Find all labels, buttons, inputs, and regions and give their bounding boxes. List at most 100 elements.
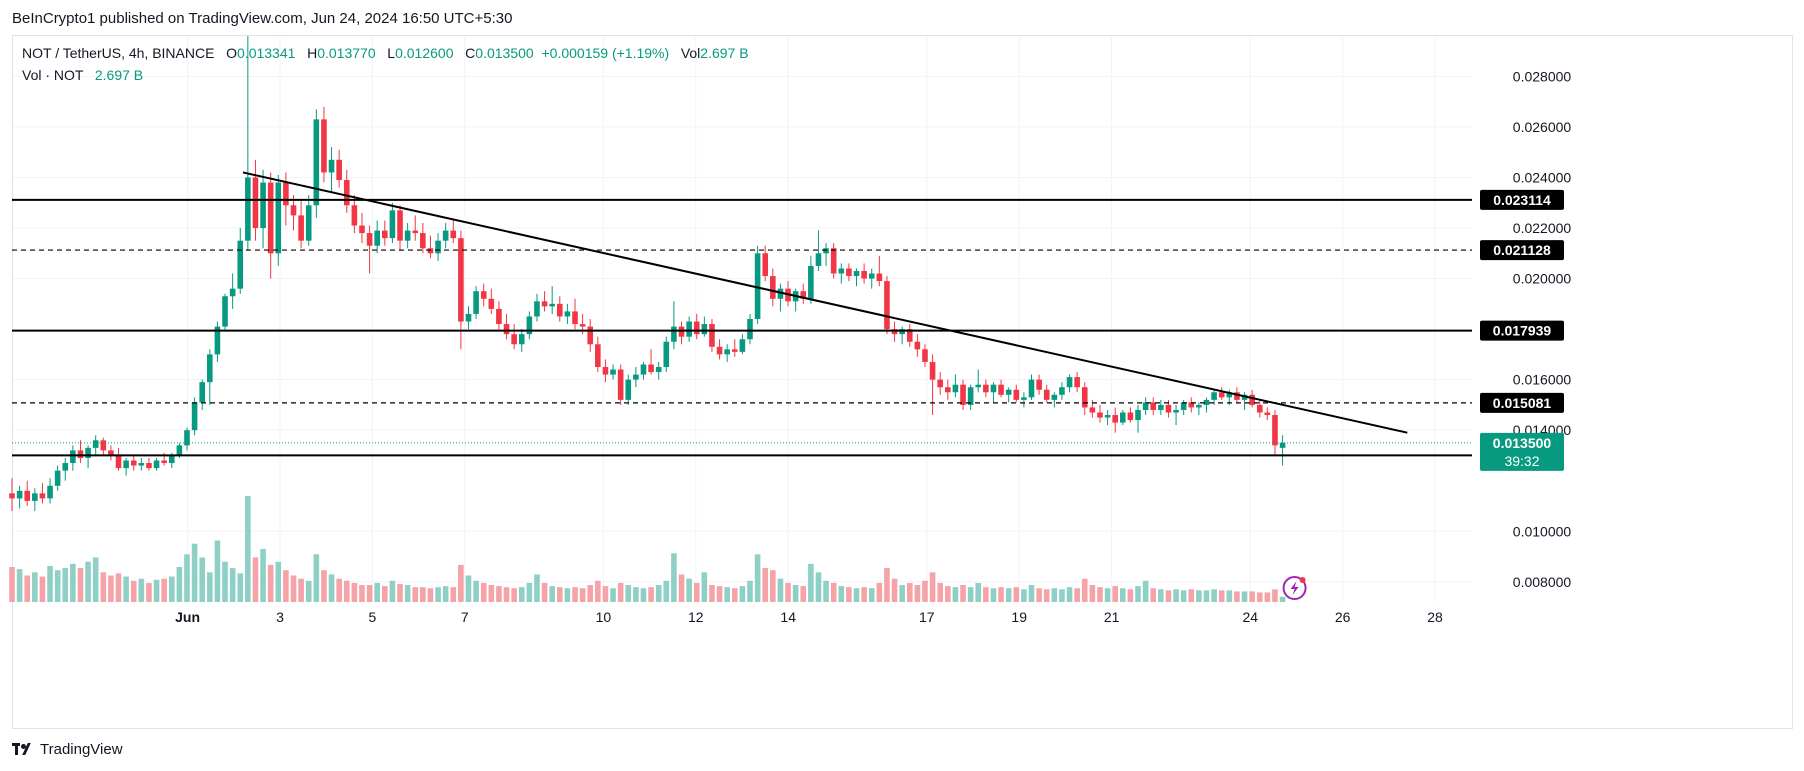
candle-body: [1158, 404, 1164, 410]
candle-body: [389, 210, 396, 239]
candle-body: [884, 281, 890, 330]
candle-body: [1066, 377, 1073, 388]
volume-bar: [1256, 592, 1263, 602]
volume-bar: [9, 567, 15, 602]
x-tick-label: 28: [1427, 609, 1443, 625]
volume-bar: [153, 579, 160, 602]
volume-bar: [305, 580, 312, 602]
candle-body: [1043, 389, 1050, 400]
volume-bar: [952, 587, 959, 602]
volume-bar: [146, 582, 152, 602]
volume-bar: [351, 582, 358, 602]
candle-body: [709, 324, 715, 347]
candle-body: [336, 159, 342, 181]
volume-bar: [640, 588, 647, 602]
candle-body: [914, 341, 921, 350]
candle-body: [518, 334, 525, 345]
candle-body: [929, 361, 936, 380]
candle-body: [313, 119, 320, 206]
candle-body: [130, 460, 137, 466]
volume-bar: [518, 587, 525, 602]
volume-bar: [541, 582, 548, 602]
volume-bar: [1036, 588, 1042, 602]
volume-bar: [1158, 589, 1164, 602]
volume-bar: [663, 580, 670, 602]
vol-label: Vol: [680, 45, 701, 61]
last-price-label: 0.013500: [1493, 435, 1552, 451]
candle-body: [123, 460, 129, 469]
volume-bar: [983, 587, 989, 602]
candle-body: [62, 463, 69, 471]
volume-bar: [290, 575, 297, 602]
volume-bar: [32, 572, 38, 602]
volume-bar: [115, 573, 122, 602]
volume-bar: [450, 587, 457, 602]
volume-bar: [1005, 588, 1012, 602]
candle-body: [237, 240, 244, 289]
candle-body: [85, 447, 91, 458]
candle-body: [16, 490, 23, 499]
candle-body: [465, 313, 472, 322]
volume-series-label[interactable]: Vol · NOT: [22, 67, 84, 83]
volume-bar: [336, 578, 342, 602]
candle-body: [1112, 415, 1118, 423]
volume-bar: [556, 587, 563, 602]
candle-body: [1127, 412, 1134, 421]
volume-bar: [998, 587, 1004, 602]
candle-body: [298, 215, 304, 241]
volume-bar: [1127, 589, 1134, 602]
candle-body: [374, 230, 380, 246]
volume-bar: [853, 588, 860, 602]
level-price-badge: [1480, 320, 1564, 341]
y-tick-label: 0.028000: [1513, 68, 1572, 84]
candle-body: [1135, 409, 1141, 421]
candle-body: [876, 273, 883, 282]
volume-bar: [77, 568, 84, 602]
candle-body: [1272, 415, 1278, 446]
volume-bar: [1059, 589, 1065, 602]
volume-bar: [382, 586, 388, 602]
candle-body: [633, 374, 639, 380]
volume-bar: [108, 575, 114, 602]
candle-body: [800, 291, 807, 299]
volume-bar: [39, 576, 46, 602]
candle-body: [693, 321, 700, 335]
volume-bar: [229, 568, 236, 602]
volume-bar: [899, 585, 905, 602]
candle-body: [427, 248, 434, 254]
candle-body: [222, 296, 228, 327]
volume-bar: [815, 572, 822, 602]
vol-value: 2.697 B: [700, 45, 749, 61]
candle-body: [496, 308, 502, 325]
volume-bar: [929, 572, 936, 602]
volume-bar: [587, 585, 594, 602]
volume-bar: [298, 578, 304, 602]
candle-body: [260, 182, 266, 229]
volume-bar: [1249, 591, 1255, 602]
volume-bar: [1150, 588, 1157, 602]
symbol-label[interactable]: NOT / TetherUS, 4h, BINANCE: [22, 45, 215, 61]
candle-body: [823, 248, 829, 254]
candle-body: [610, 369, 616, 375]
candle-body: [184, 430, 190, 446]
volume-bar: [397, 583, 403, 602]
candle-body: [534, 301, 540, 317]
volume-bar: [633, 587, 639, 602]
volume-bar: [442, 586, 449, 602]
candle-body: [1203, 399, 1210, 405]
candle-body: [283, 182, 289, 206]
volume-bar: [161, 578, 167, 602]
low-value: 0.012600: [395, 45, 454, 61]
volume-bar: [420, 587, 426, 602]
volume-bar: [785, 582, 791, 602]
level-price-badge: [1480, 240, 1564, 261]
candle-body: [321, 119, 327, 173]
candle-body: [602, 367, 609, 375]
candle-body: [1036, 379, 1042, 390]
volume-bar: [1211, 589, 1217, 602]
candle-body: [1089, 407, 1096, 413]
candle-body: [54, 470, 61, 486]
volume-bar: [572, 587, 578, 602]
candle-body: [245, 177, 251, 241]
